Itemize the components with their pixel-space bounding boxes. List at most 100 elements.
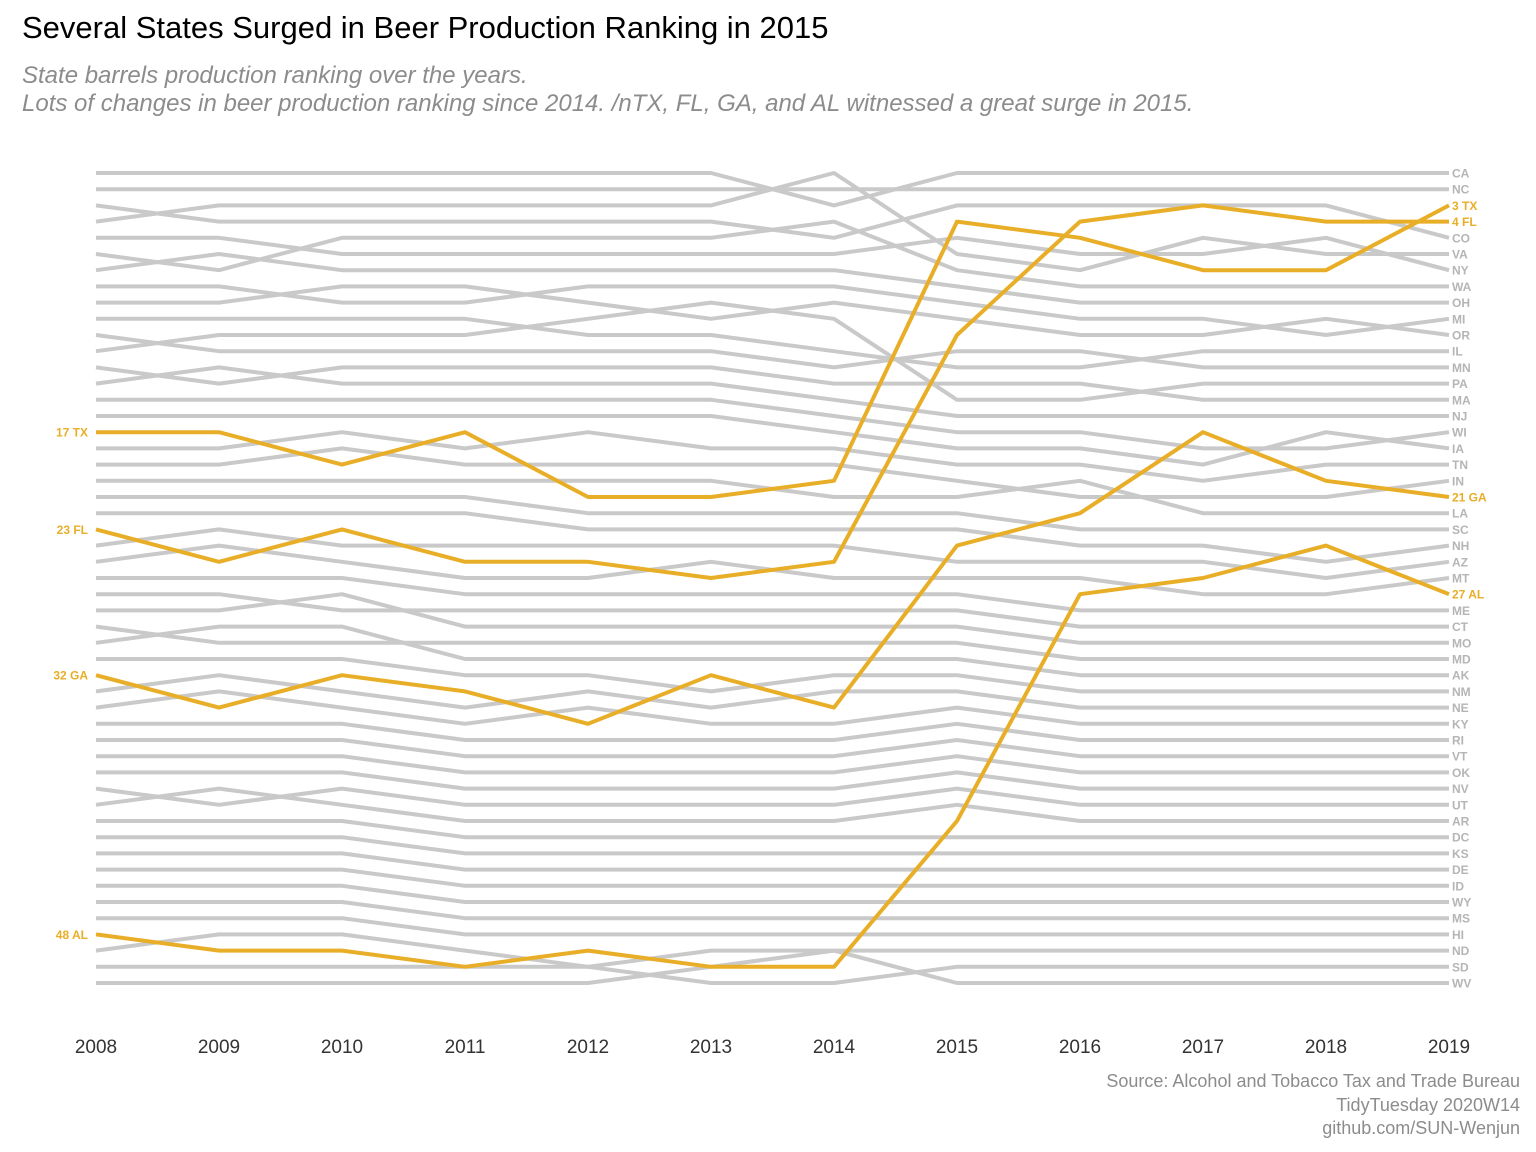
right-label: IN [1452, 474, 1464, 488]
right-label: OK [1452, 766, 1470, 780]
series-line-fl [95, 203, 1449, 580]
background-series-line [95, 786, 1449, 823]
right-label: NE [1452, 701, 1469, 715]
right-label: 21 GA [1452, 491, 1487, 505]
right-label: 3 TX [1452, 199, 1477, 213]
background-series-line [96, 883, 1449, 904]
background-series-line [96, 835, 1449, 856]
chart-title: Several States Surged in Beer Production… [22, 10, 829, 45]
background-series-line [96, 592, 1449, 629]
right-label: TN [1452, 458, 1468, 472]
background-series-line [96, 657, 1449, 694]
right-label: NJ [1452, 410, 1467, 424]
background-series-line [96, 900, 1449, 921]
x-tick-label: 2009 [198, 1037, 240, 1058]
background-series-line [96, 948, 1449, 985]
series-line-ga [95, 430, 1450, 726]
right-label: CA [1452, 167, 1470, 181]
left-label: 23 FL [57, 523, 88, 537]
right-label: KS [1452, 847, 1469, 861]
right-label: KY [1452, 717, 1469, 731]
background-series-line [96, 916, 1449, 937]
right-label: PA [1452, 377, 1468, 391]
x-tick-label: 2015 [936, 1037, 978, 1058]
right-label: MD [1452, 653, 1471, 667]
chart-subtitle-line-2: Lots of changes in beer production ranki… [22, 90, 1194, 117]
background-series-group [95, 171, 1450, 985]
right-label: VA [1452, 248, 1468, 262]
right-label: CO [1452, 231, 1470, 245]
left-labels-group: 17 TX 23 FL 32 GA 48 AL [53, 426, 88, 942]
x-tick-label: 2012 [567, 1037, 609, 1058]
background-series-line [96, 414, 1450, 467]
series-line-tx [96, 203, 1450, 499]
background-series-line [95, 932, 1449, 969]
background-series-line [96, 511, 1450, 564]
right-label: IA [1452, 442, 1464, 456]
right-label: WY [1452, 896, 1471, 910]
right-label: NV [1452, 782, 1469, 796]
right-label: VT [1452, 750, 1468, 764]
right-label: AR [1452, 815, 1470, 829]
right-label: ND [1452, 944, 1470, 958]
background-series-line [96, 738, 1449, 759]
background-series-line [95, 365, 1449, 418]
right-label: WI [1452, 426, 1467, 440]
background-series-line [96, 284, 1450, 337]
left-label: 32 GA [53, 669, 88, 683]
background-series-line [96, 397, 1450, 451]
background-series-line [95, 333, 1449, 370]
caption-source: Source: Alcohol and Tobacco Tax and Trad… [1106, 1071, 1520, 1091]
right-label: SD [1452, 960, 1469, 974]
right-label: ME [1452, 604, 1470, 618]
background-series-line [96, 430, 1449, 483]
left-label: 48 AL [56, 928, 88, 942]
x-tick-label: 2010 [321, 1037, 363, 1058]
right-label: AZ [1452, 555, 1468, 569]
right-label: LA [1452, 507, 1468, 521]
right-label: MN [1452, 361, 1471, 375]
background-series-line [96, 446, 1450, 499]
right-label: WA [1452, 280, 1472, 294]
right-label: AK [1452, 669, 1470, 683]
right-label: RI [1452, 734, 1464, 748]
right-label: OH [1452, 296, 1470, 310]
right-label: MO [1452, 636, 1471, 650]
right-label: MS [1452, 912, 1470, 926]
background-series-line [95, 689, 1449, 726]
right-label: WV [1452, 977, 1471, 991]
background-series-line [96, 819, 1449, 840]
background-series-line [95, 219, 1449, 289]
chart-subtitle-line-1: State barrels production ranking over th… [22, 62, 528, 89]
right-label: MI [1452, 312, 1465, 326]
right-label: ID [1452, 879, 1464, 893]
background-series-line [96, 770, 1449, 791]
right-label: UT [1452, 798, 1469, 812]
right-label: HI [1452, 928, 1464, 942]
background-series-line [96, 964, 1449, 985]
background-series-line [96, 867, 1449, 888]
right-label: IL [1452, 345, 1463, 359]
background-series-line [95, 624, 1449, 661]
background-series-line [96, 754, 1449, 775]
background-series-line [96, 851, 1449, 872]
right-label: MA [1452, 393, 1471, 407]
caption-author: github.com/SUN-Wenjun [1322, 1118, 1520, 1138]
right-label: NC [1452, 183, 1470, 197]
background-series-line [96, 576, 1449, 613]
caption-tidytuesday: TidyTuesday 2020W14 [1336, 1095, 1520, 1115]
background-series-line [96, 495, 1449, 532]
x-tick-label: 2018 [1305, 1037, 1347, 1058]
right-label: NM [1452, 685, 1471, 699]
x-tick-label: 2014 [813, 1037, 856, 1058]
x-tick-label: 2013 [690, 1037, 732, 1058]
right-label: NY [1452, 264, 1469, 278]
x-tick-label: 2008 [75, 1037, 117, 1058]
right-label: NH [1452, 539, 1469, 553]
right-label: DC [1452, 831, 1470, 845]
right-label: CT [1452, 620, 1469, 634]
background-series-line [96, 235, 1450, 273]
right-label: 4 FL [1452, 215, 1477, 229]
right-label: MT [1452, 572, 1470, 586]
background-series-line [96, 721, 1449, 742]
